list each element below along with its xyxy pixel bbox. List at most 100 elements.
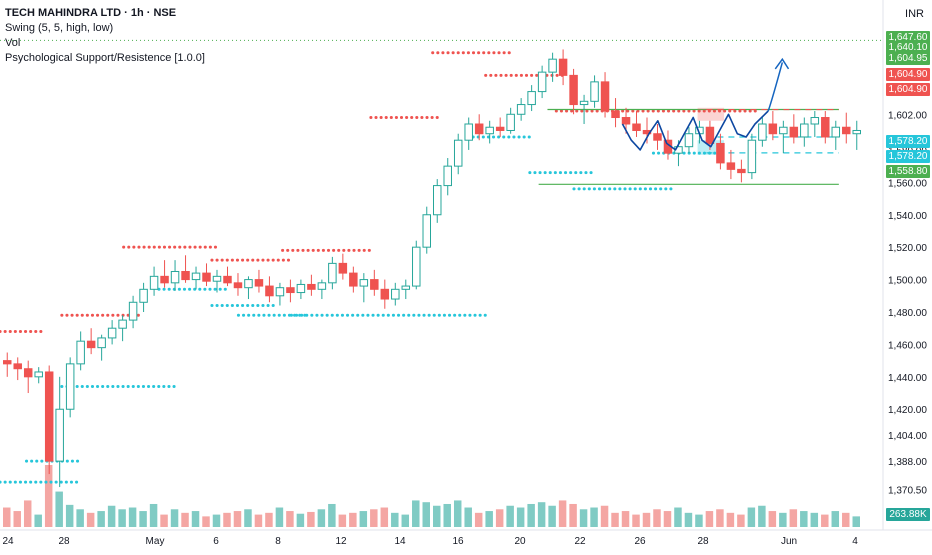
volume-bar [737,514,745,527]
volume-bar [391,512,399,527]
candle-body [453,139,463,167]
volume-bar [349,512,357,527]
candle-body [800,123,809,138]
volume-bar [453,500,462,527]
volume-bar [758,505,766,527]
currency-label[interactable]: INR [905,8,924,20]
x-tick-label: 24 [2,536,14,547]
candle-body [831,126,841,138]
price-tag: 1,604.90 [886,68,930,81]
candle-body [506,113,515,131]
candle-body [265,285,274,297]
pattern-drawing [621,110,769,151]
candle-body [579,100,589,106]
candle-body [527,91,536,106]
chart-legend: TECH MAHINDRA LTD · 1h · NSE Swing (5, 5… [5,6,205,66]
candle-body [370,279,379,290]
volume-bar [44,465,53,527]
volume-bar [191,511,200,527]
x-tick-label: May [146,536,165,547]
candle-body [244,279,253,289]
candle-body [317,282,327,290]
volume-bar [433,505,441,527]
volume-bar [86,512,95,527]
volume-bar [128,507,137,527]
x-tick-label: 6 [213,536,219,547]
x-tick-label: 14 [394,536,406,547]
candle-body [621,117,631,125]
candle-body [338,262,348,274]
candle-body [632,123,641,131]
symbol-title: TECH MAHINDRA LTD · 1h · NSE [5,7,177,19]
candle-body [495,126,505,131]
volume-bar [34,514,42,527]
volume-bar [810,512,819,527]
x-tick-label: 8 [275,536,281,547]
volume-bar [852,516,860,527]
candle-body [474,123,484,135]
volume-bar [621,511,630,527]
candle-body [705,126,715,144]
candle-body [380,288,390,300]
volume-bar [181,512,189,527]
candle-body [170,270,180,284]
volume-bar [244,509,252,527]
price-tag: 1,578.20 [886,150,930,163]
volume-bar [65,504,74,527]
price-tag: 1,604.90 [886,83,930,96]
x-tick-label: 26 [634,536,646,547]
x-tick-label: 16 [452,536,464,547]
volume-bar [317,509,326,527]
price-tag: 1,604.95 [886,52,930,65]
candle-body [86,340,96,349]
price-tag: 1,558.80 [886,165,930,178]
candle-body [485,126,494,135]
indicator-volume[interactable]: Vol [5,37,21,49]
y-tick-label: 1,420.00 [888,405,927,416]
candle-body [307,283,316,290]
candle-body [821,117,830,138]
y-tick-label: 1,460.00 [888,340,927,351]
volume-bar [97,511,105,527]
volume-bar [118,509,126,527]
candle-body [558,58,568,76]
candle-body [149,275,159,290]
candle-body [181,270,190,281]
indicator-swing[interactable]: Swing (5, 5, high, low) [5,22,114,34]
candle-body [202,272,211,282]
candle-body [422,214,432,248]
candle-body [233,282,243,289]
indicator-psych-levels[interactable]: Psychological Support/Resistence [1.0.0] [5,52,205,64]
volume-bar [726,512,735,527]
volume-bar [842,512,850,527]
volume-bar [663,511,672,527]
candle-body [443,165,452,187]
y-tick-label: 1,500.00 [888,276,927,287]
volume-bar [821,514,829,527]
x-tick-label: 22 [574,536,586,547]
candle-body [128,301,138,321]
candle-body [76,340,85,365]
candle-body [537,71,547,93]
volume-bar [233,511,242,527]
y-tick-label: 1,388.00 [888,457,927,468]
x-tick-label: 28 [58,536,70,547]
candle-body [97,337,106,349]
volume-bar [254,514,263,527]
volume-bar [76,509,84,527]
y-tick-label: 1,404.00 [888,431,927,442]
volume-bar [380,507,389,527]
candle-body [758,123,767,141]
candle-body [569,74,578,106]
candle-body [653,133,662,141]
candle-body [611,110,620,119]
candle-body [296,283,306,294]
candle-body [23,368,33,378]
volume-bar [149,503,158,527]
volume-bar [579,509,588,527]
volume-bar [716,509,724,527]
x-tick-label: 28 [697,536,709,547]
y-tick-label: 1,602.00 [888,110,927,121]
